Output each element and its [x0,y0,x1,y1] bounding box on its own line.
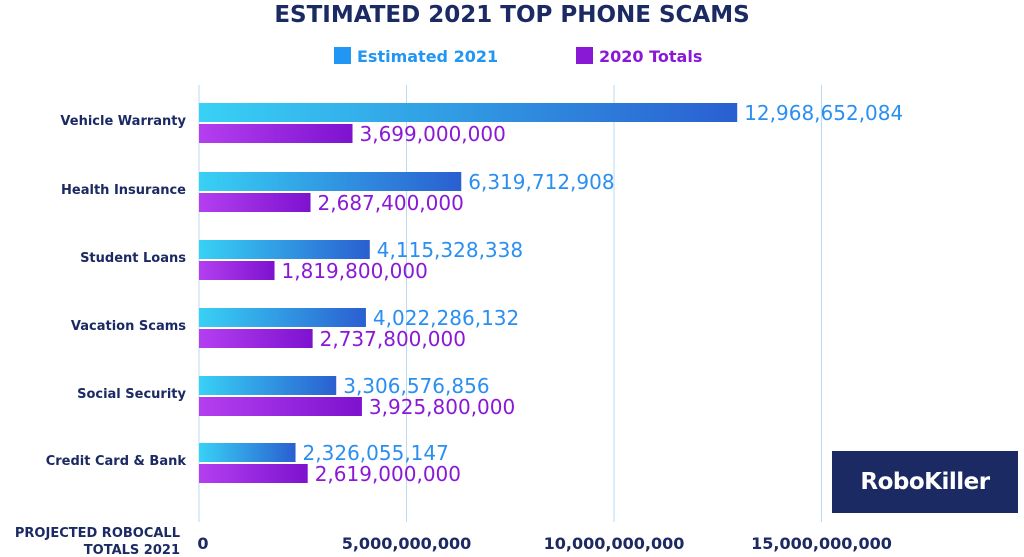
category-label: Vehicle Warranty [60,114,186,129]
legend-swatch [334,47,351,64]
x-axis: 0 5,000,000,000 10,000,000,000 15,000,000,0… [197,534,891,553]
legend-entry: Estimated 2021 [357,47,498,66]
data-label: 4,115,328,338 [377,238,523,262]
chart-title: ESTIMATED 2021 TOP PHONE SCAMS [274,2,749,28]
x-tick-label: 0 [197,534,208,553]
category-label: Credit Card & Bank [46,454,187,469]
data-label: 2,687,400,000 [318,191,464,215]
bar-2020-totals [199,193,311,212]
bar-estimated-2021 [199,443,296,462]
bar-2020-totals [199,397,362,416]
bar-estimated-2021 [199,172,462,191]
bar-2020-totals [199,124,353,143]
category-label: Vacation Scams [71,319,186,334]
data-label: 2,326,055,147 [303,441,449,465]
category-label: Student Loans [80,251,186,266]
data-label: 3,925,800,000 [369,395,515,419]
bar-estimated-2021 [199,376,337,395]
legend-entry: 2020 Totals [599,47,702,66]
x-tick-label: 10,000,000,000 [544,534,685,553]
bar-estimated-2021 [199,103,738,122]
data-label: 3,699,000,000 [360,122,506,146]
data-label: 12,968,652,084 [744,101,903,125]
data-label: 6,319,712,908 [468,170,614,194]
category-labels: Vehicle Warranty Health Insurance Student … [46,114,187,469]
data-label: 1,819,800,000 [282,259,428,283]
legend-swatch [576,47,593,64]
bar-2020-totals [199,329,313,348]
logo-text: RoboKiller [860,469,990,495]
data-label: 4,022,286,132 [373,306,519,330]
data-label: 3,306,576,856 [343,374,489,398]
bar-2020-totals [199,464,308,483]
x-tick-label: 5,000,000,000 [342,534,472,553]
robokiller-logo: RoboKiller [832,451,1018,513]
data-label: 2,619,000,000 [315,462,461,486]
category-label: Social Security [77,387,186,402]
bar-estimated-2021 [199,240,370,259]
bar-estimated-2021 [199,308,366,327]
x-tick-label: 15,000,000,000 [751,534,892,553]
bar-2020-totals [199,261,275,280]
x-axis-label: PROJECTED ROBOCALL TOTALS 2021 [15,526,180,557]
data-label: 2,737,800,000 [320,327,466,351]
x-axis-label-line: PROJECTED ROBOCALL [15,526,180,541]
bars [199,103,738,483]
value-labels: 12,968,652,084 3,699,000,000 6,319,712,908… [282,101,904,486]
x-axis-label-line: TOTALS 2021 [84,543,180,557]
category-label: Health Insurance [61,183,186,198]
legend: Estimated 2021 2020 Totals [334,47,702,66]
